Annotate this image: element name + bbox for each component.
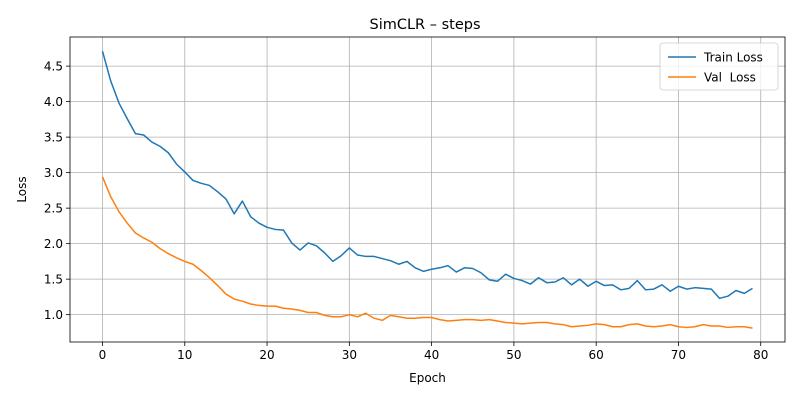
plot-frame [69, 36, 786, 343]
x-tick-label: 40 [424, 348, 439, 362]
x-tick-label: 70 [671, 348, 686, 362]
series-layer [101, 51, 753, 329]
x-tick-label: 60 [589, 348, 604, 362]
series-line-train-loss [101, 51, 753, 300]
legend: Train Loss Val Loss [659, 42, 779, 91]
x-tick-label: 10 [177, 348, 192, 362]
x-tick-label: 30 [342, 348, 357, 362]
y-tick-label: 2.0 [44, 237, 63, 251]
x-tick-label: 50 [506, 348, 521, 362]
y-axis-label: Loss [15, 176, 29, 202]
x-axis: 0 10 20 30 40 50 60 70 80 [99, 342, 768, 362]
legend-entry: Val Loss [704, 70, 756, 84]
y-tick-label: 3.5 [44, 130, 63, 144]
legend-box [659, 42, 779, 91]
y-tick-label: 1.0 [44, 308, 63, 322]
x-tick-label: 80 [753, 348, 768, 362]
chart-title: SimCLR – steps [369, 17, 480, 33]
x-tick-label: 20 [259, 348, 274, 362]
y-tick-label: 4.5 [44, 59, 63, 73]
legend-entry: Train Loss [703, 50, 763, 64]
x-axis-label: Epoch [409, 371, 446, 385]
y-tick-label: 4.0 [44, 95, 63, 109]
y-axis: 1.0 1.5 2.0 2.5 3.0 3.5 4.0 4.5 [44, 59, 70, 322]
x-tick-label: 0 [99, 348, 107, 362]
y-tick-label: 3.0 [44, 166, 63, 180]
y-tick-label: 1.5 [44, 272, 63, 286]
y-tick-label: 2.5 [44, 201, 63, 215]
series-line-val-loss [101, 176, 753, 329]
